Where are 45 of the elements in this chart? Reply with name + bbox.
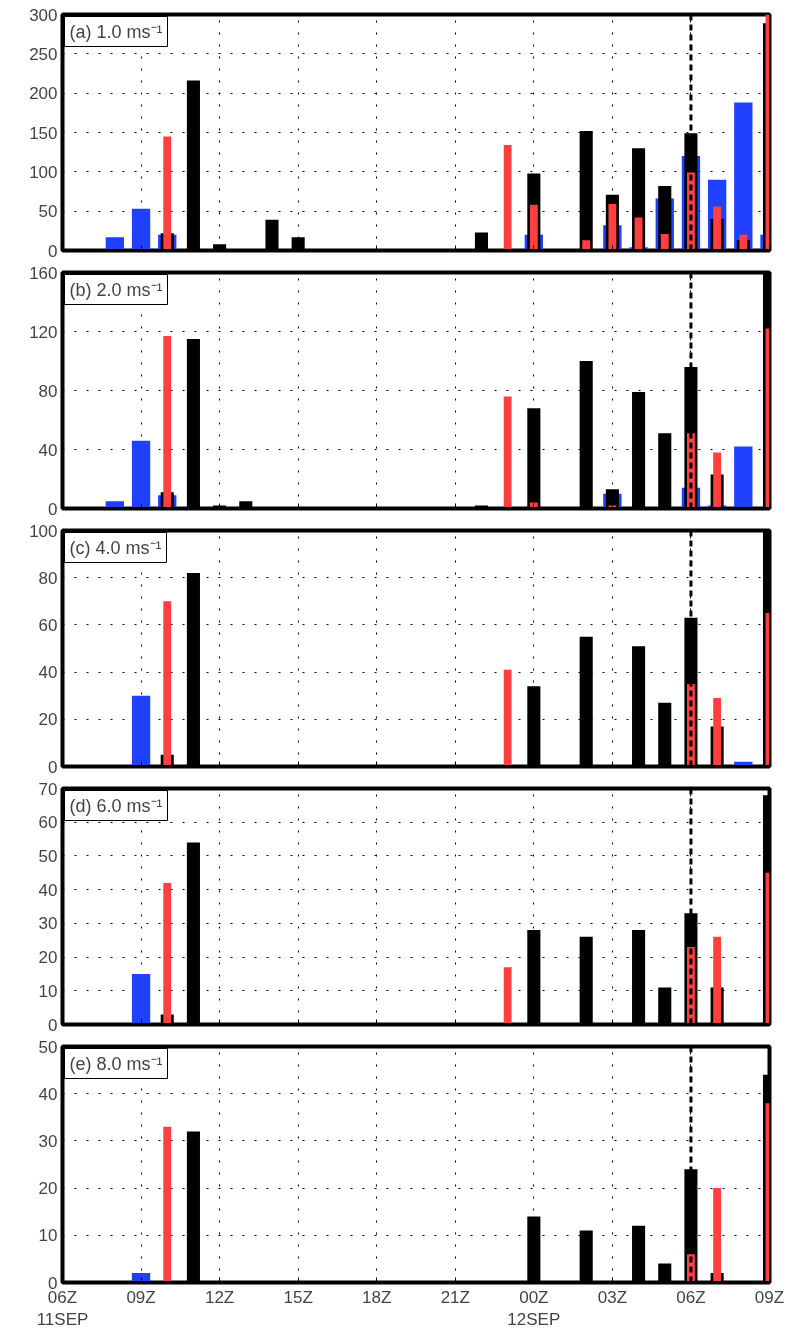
y-tick-label: 40 [38, 663, 58, 683]
y-tick-label: 150 [29, 123, 58, 143]
y-tick-label: 80 [38, 568, 58, 588]
y-tick-label: 250 [29, 44, 58, 64]
x-tick-label: 06Z [676, 1287, 706, 1307]
y-tick-label: 20 [38, 948, 58, 968]
y-tick-label: 0 [48, 757, 58, 777]
chart-title: (d) 6.0 ms⁻¹ [69, 795, 163, 816]
y-tick-label: 100 [29, 521, 58, 541]
y-tick-label: 0 [48, 1015, 58, 1035]
y-tick-label: 50 [38, 1037, 58, 1057]
chart-title: (b) 2.0 ms⁻¹ [69, 279, 163, 300]
y-tick-label: 0 [48, 241, 58, 261]
y-tick-label: 50 [38, 846, 58, 866]
y-tick-label: 60 [38, 813, 58, 833]
y-tick-label: 20 [38, 710, 58, 730]
y-tick-label: 40 [38, 880, 58, 900]
x-tick-label: 09Z [754, 1287, 785, 1307]
y-tick-label: 80 [38, 381, 58, 401]
y-tick-label: 70 [38, 779, 58, 799]
y-tick-label: 40 [38, 1084, 58, 1104]
y-tick-label: 40 [38, 440, 58, 460]
x-tick-label: 18Z [362, 1287, 392, 1307]
x-tick-label: 03Z [597, 1287, 628, 1307]
y-tick-label: 10 [38, 981, 58, 1001]
x-tick-label: 00Z 12SEP [507, 1287, 561, 1330]
y-tick-label: 100 [29, 162, 58, 182]
y-tick-label: 200 [29, 84, 58, 104]
y-tick-label: 160 [29, 263, 58, 283]
y-tick-label: 20 [38, 1179, 58, 1199]
chart-title: (e) 8.0 ms⁻¹ [69, 1053, 163, 1074]
chart-title: (c) 4.0 ms⁻¹ [69, 537, 162, 558]
x-tick-label: 12Z [204, 1287, 235, 1307]
y-tick-label: 0 [48, 499, 58, 519]
y-tick-label: 30 [38, 1131, 58, 1151]
chart-title: (a) 1.0 ms⁻¹ [69, 21, 163, 42]
y-tick-label: 10 [38, 1226, 58, 1246]
y-tick-label: 60 [38, 615, 58, 635]
x-tick-label: 09Z [126, 1287, 156, 1307]
y-tick-label: 30 [38, 914, 58, 934]
x-tick-label: 15Z [283, 1287, 313, 1307]
y-tick-label: 120 [29, 322, 58, 342]
y-tick-label: 50 [38, 202, 58, 222]
x-tick-label: 21Z [440, 1287, 470, 1307]
y-tick-label: 300 [29, 5, 58, 25]
